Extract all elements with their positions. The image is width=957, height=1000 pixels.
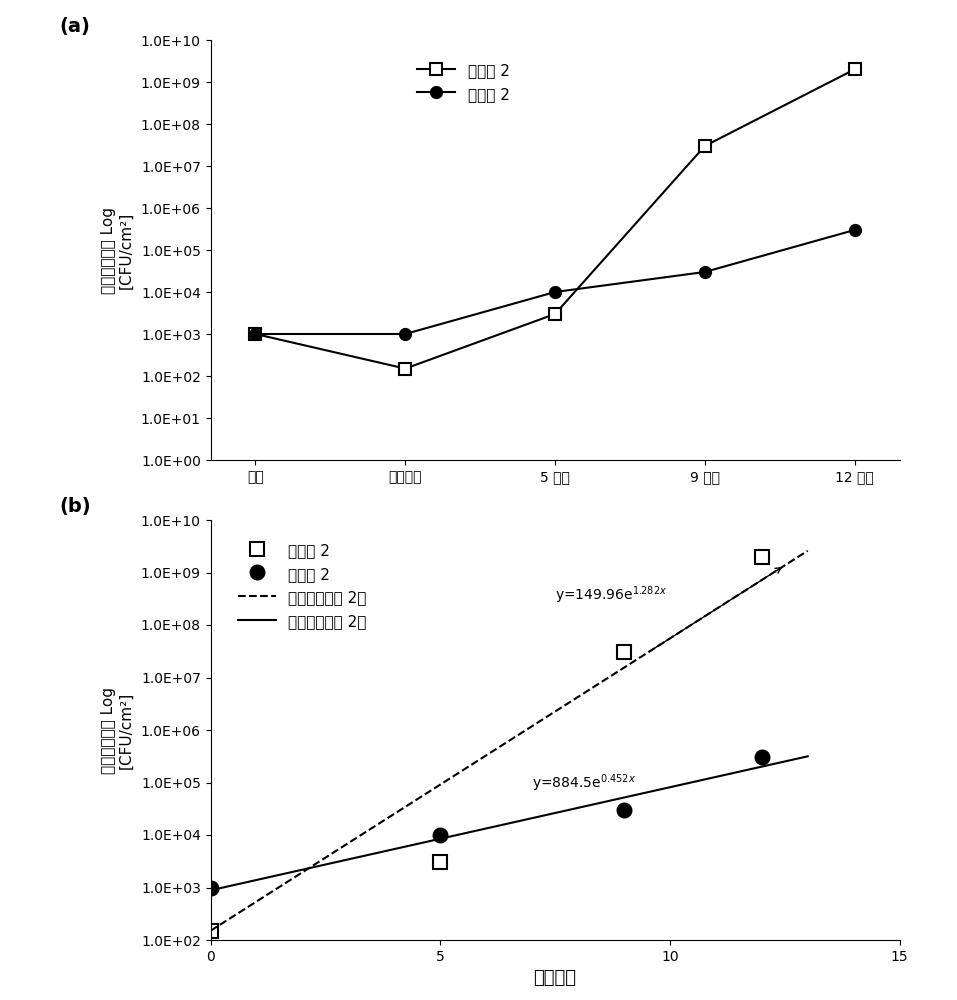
实施例 2: [399, 328, 411, 340]
指数（实施例 2）: [364, 849, 375, 861]
指数（实施例 2）: [751, 762, 763, 774]
指数（比较例 2）: [205, 925, 216, 937]
指数（比较例 2）: [772, 564, 784, 576]
Text: (a): (a): [59, 17, 90, 36]
Text: y=149.96e$^{1.282x}$: y=149.96e$^{1.282x}$: [555, 584, 667, 606]
比较例 2: [434, 856, 446, 868]
指数（实施例 2）: [241, 876, 253, 888]
指数（实施例 2）: [229, 879, 240, 891]
指数（实施例 2）: [316, 859, 327, 871]
比较例 2: [205, 925, 216, 937]
实施例 2: [700, 266, 711, 278]
比较例 2: [756, 551, 768, 563]
比较例 2: [399, 363, 411, 375]
指数（比较例 2）: [241, 902, 253, 914]
Line: 比较例 2: 比较例 2: [250, 64, 860, 374]
比较例 2: [849, 63, 860, 75]
Y-axis label: 平均细菌数量 Log
[CFU/cm²]: 平均细菌数量 Log [CFU/cm²]: [101, 686, 134, 774]
实施例 2: [250, 328, 261, 340]
实施例 2: [549, 286, 561, 298]
Line: 指数（比较例 2）: 指数（比较例 2）: [211, 551, 808, 931]
指数（比较例 2）: [229, 909, 240, 921]
Legend: 比较例 2, 实施例 2: 比较例 2, 实施例 2: [412, 56, 516, 108]
指数（实施例 2）: [772, 757, 784, 769]
实施例 2: [434, 829, 446, 841]
Text: y=884.5e$^{0.452x}$: y=884.5e$^{0.452x}$: [532, 772, 636, 794]
指数（比较例 2）: [316, 854, 327, 866]
指数（比较例 2）: [364, 824, 375, 836]
实施例 2: [849, 224, 860, 236]
指数（比较例 2）: [802, 545, 813, 557]
Line: 指数（实施例 2）: 指数（实施例 2）: [211, 756, 808, 890]
Line: 比较例 2: 比较例 2: [204, 550, 768, 938]
Line: 实施例 2: 实施例 2: [204, 751, 768, 894]
指数（比较例 2）: [751, 577, 763, 589]
比较例 2: [700, 140, 711, 152]
实施例 2: [618, 804, 630, 816]
比较例 2: [618, 646, 630, 658]
比较例 2: [250, 328, 261, 340]
Text: (b): (b): [59, 497, 91, 516]
比较例 2: [549, 308, 561, 320]
指数（实施例 2）: [802, 750, 813, 762]
指数（实施例 2）: [205, 884, 216, 896]
Y-axis label: 平均细菌数量 Log
[CFU/cm²]: 平均细菌数量 Log [CFU/cm²]: [101, 207, 134, 294]
实施例 2: [205, 882, 216, 894]
Line: 实施例 2: 实施例 2: [250, 224, 860, 340]
X-axis label: 经过天数: 经过天数: [534, 969, 576, 987]
Legend: 比较例 2, 实施例 2, 指数（比较例 2）, 指数（实施例 2）: 比较例 2, 实施例 2, 指数（比较例 2）, 指数（实施例 2）: [232, 536, 373, 635]
实施例 2: [756, 751, 768, 763]
